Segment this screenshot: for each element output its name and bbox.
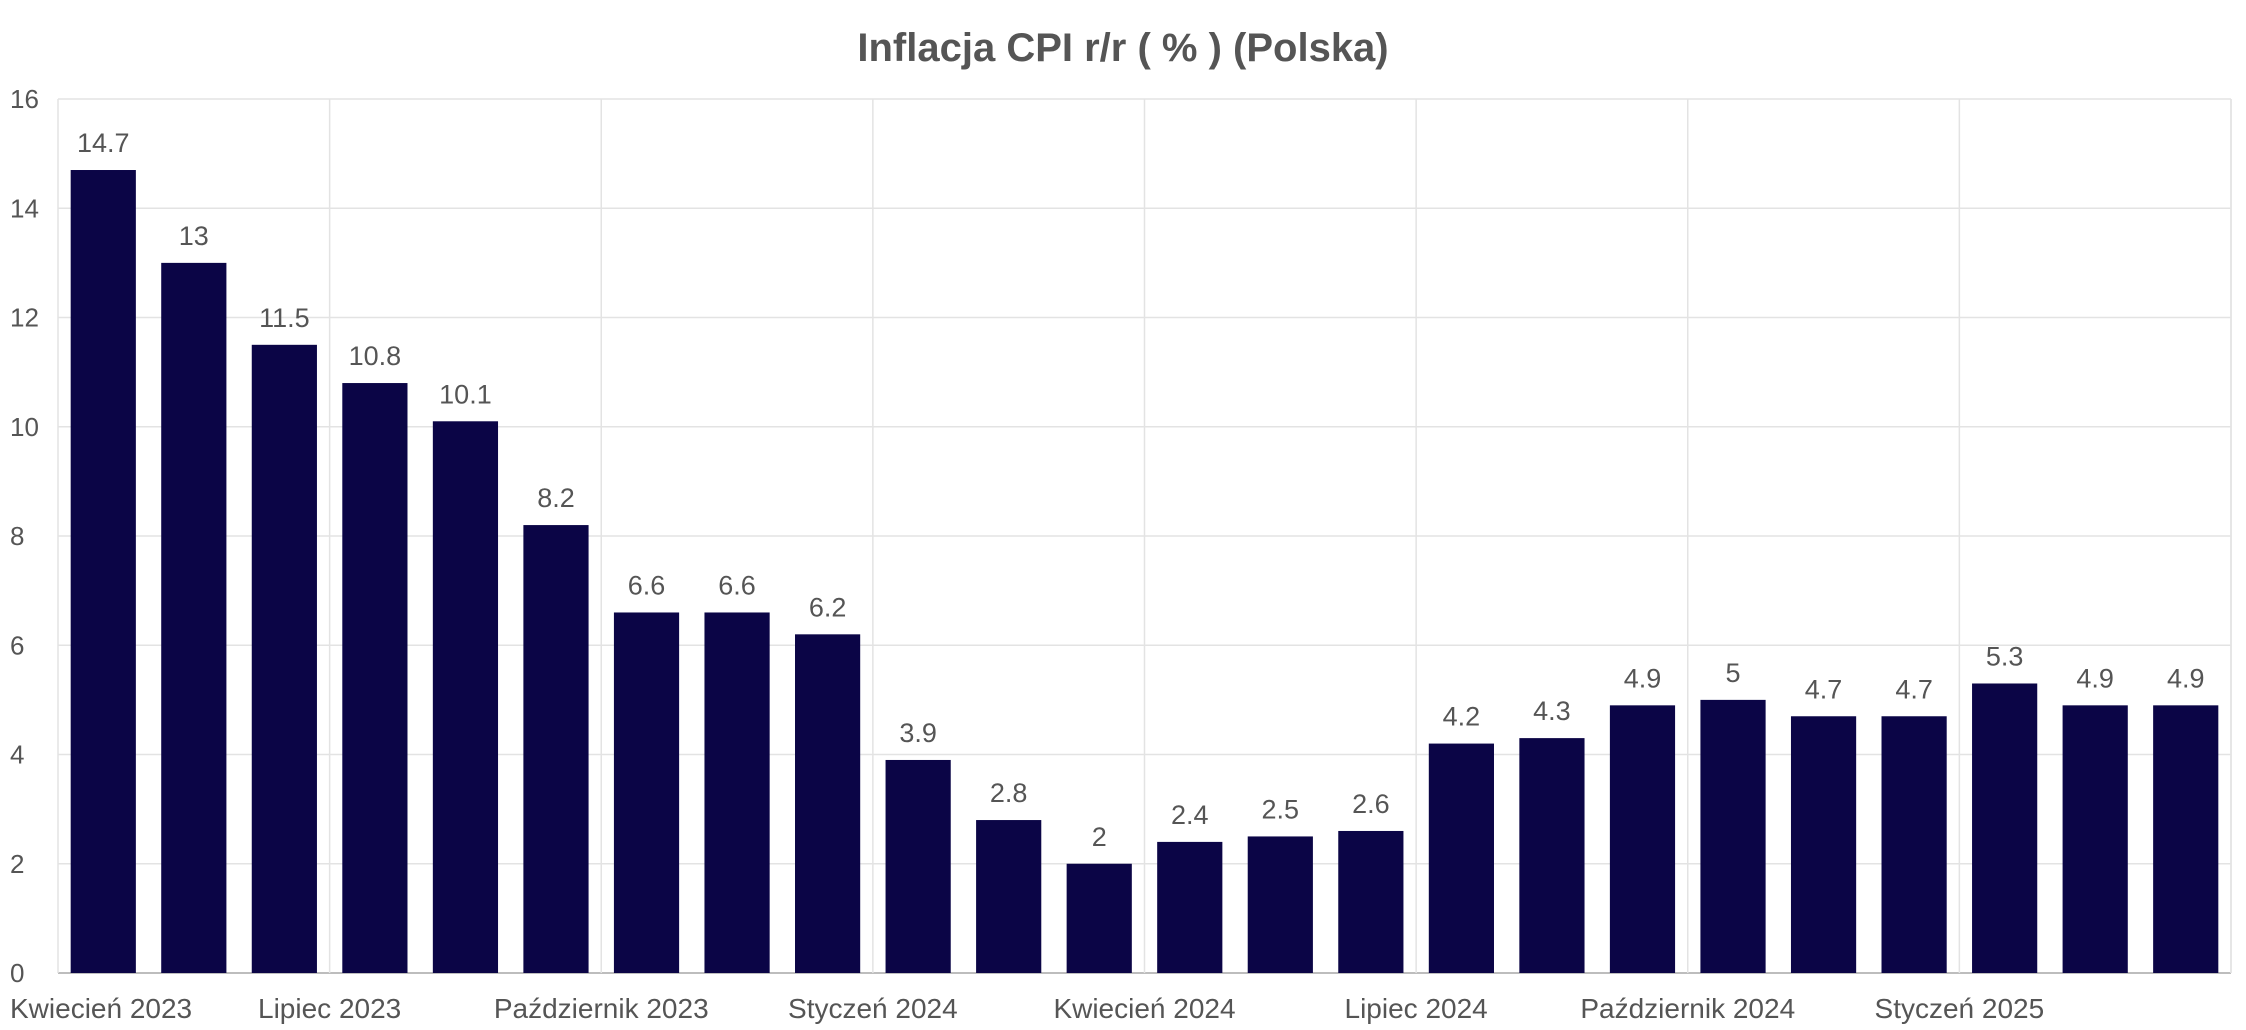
bar bbox=[1428, 743, 1494, 973]
x-tick-label: Kwiecień 2023 bbox=[10, 993, 192, 1024]
y-tick-label: 10 bbox=[10, 412, 39, 442]
bar bbox=[342, 383, 408, 973]
data-label: 2.5 bbox=[1262, 794, 1300, 824]
y-tick-label: 0 bbox=[10, 958, 24, 988]
bars bbox=[70, 170, 2219, 974]
data-label: 11.5 bbox=[259, 303, 310, 333]
bar bbox=[1700, 699, 1766, 973]
x-tick-label: Październik 2023 bbox=[494, 993, 709, 1024]
data-label: 10.8 bbox=[349, 341, 402, 371]
data-label: 6.6 bbox=[628, 570, 666, 600]
y-axis-ticks: 0 2 4 6 8 10 12 14 16 bbox=[10, 84, 39, 988]
bar bbox=[1247, 836, 1313, 973]
bar bbox=[704, 612, 770, 973]
data-label: 3.9 bbox=[899, 718, 937, 748]
x-tick-label: Październik 2024 bbox=[1580, 993, 1795, 1024]
bar bbox=[1066, 863, 1132, 973]
data-label: 5 bbox=[1726, 658, 1741, 688]
bar bbox=[523, 525, 589, 973]
data-label: 14.7 bbox=[77, 128, 130, 158]
bar bbox=[885, 759, 951, 973]
y-tick-label: 12 bbox=[10, 303, 39, 333]
bar bbox=[1609, 705, 1676, 973]
bar bbox=[1790, 716, 1857, 973]
bar bbox=[161, 262, 227, 973]
y-tick-label: 16 bbox=[10, 84, 39, 114]
data-label: 4.9 bbox=[1624, 663, 1662, 693]
x-tick-label: Styczeń 2024 bbox=[788, 993, 958, 1024]
bar bbox=[1157, 841, 1223, 973]
data-label: 2.6 bbox=[1352, 789, 1390, 819]
bar bbox=[1972, 683, 2038, 973]
y-tick-label: 2 bbox=[10, 849, 24, 879]
y-tick-label: 8 bbox=[10, 521, 24, 551]
data-label: 4.7 bbox=[1895, 674, 1933, 704]
data-labels: 14.7 13 11.5 10.8 10.1 8.2 6.6 6.6 6.2 3.9 2.8 2 2.4… bbox=[77, 128, 2205, 852]
bar bbox=[70, 170, 136, 973]
bar bbox=[432, 421, 499, 974]
bar bbox=[2062, 705, 2128, 973]
data-label: 4.7 bbox=[1805, 674, 1843, 704]
data-label: 2 bbox=[1092, 822, 1107, 852]
y-tick-label: 14 bbox=[10, 193, 39, 223]
data-label: 8.2 bbox=[537, 483, 575, 513]
bar bbox=[613, 612, 680, 973]
data-label: 4.2 bbox=[1443, 702, 1481, 732]
bar bbox=[795, 634, 861, 973]
bar bbox=[1881, 716, 1947, 973]
chart-title: Inflacja CPI r/r ( % ) (Polska) bbox=[857, 26, 1388, 70]
bar bbox=[251, 344, 317, 973]
x-tick-label: Styczeń 2025 bbox=[1875, 993, 2045, 1024]
bar bbox=[2153, 705, 2219, 973]
bar bbox=[1519, 738, 1585, 973]
data-label: 10.1 bbox=[439, 379, 492, 409]
data-label: 4.9 bbox=[2167, 663, 2205, 693]
data-label: 2.4 bbox=[1171, 800, 1209, 830]
data-label: 2.8 bbox=[990, 778, 1028, 808]
bar bbox=[1338, 830, 1404, 973]
data-label: 4.3 bbox=[1533, 696, 1571, 726]
data-label: 6.2 bbox=[809, 592, 847, 622]
grid-lines bbox=[57, 98, 2232, 974]
x-tick-label: Kwiecień 2024 bbox=[1053, 993, 1235, 1024]
y-tick-label: 4 bbox=[10, 740, 24, 770]
data-label: 6.6 bbox=[718, 570, 756, 600]
y-tick-label: 6 bbox=[10, 630, 24, 660]
x-tick-label: Lipiec 2023 bbox=[258, 993, 401, 1024]
bar bbox=[976, 820, 1042, 973]
data-label: 13 bbox=[179, 221, 209, 251]
x-tick-label: Lipiec 2024 bbox=[1345, 993, 1488, 1024]
data-label: 4.9 bbox=[2076, 663, 2114, 693]
data-label: 5.3 bbox=[1986, 641, 2024, 671]
x-axis-ticks: Kwiecień 2023 Lipiec 2023 Październik 2023… bbox=[10, 993, 2044, 1024]
